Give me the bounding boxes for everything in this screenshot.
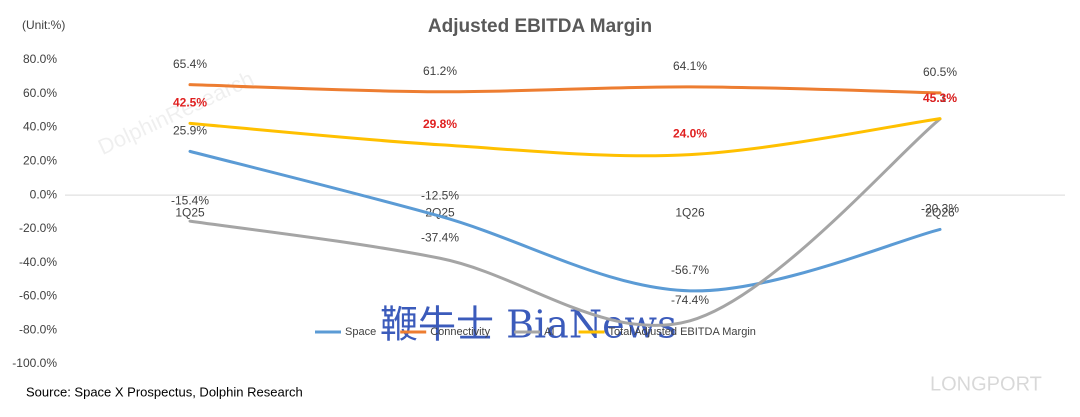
data-label: -56.7% [671,263,709,277]
data-label: -15.4% [171,193,209,207]
y-tick-label: 60.0% [23,86,57,100]
data-label: 64.1% [673,59,707,73]
source: Source: Space X Prospectus, Dolphin Rese… [26,384,303,399]
y-tick-label: 20.0% [23,154,57,168]
x-tick-label: 2Q26 [925,205,955,219]
legend-label: Connectivity [430,326,490,338]
data-label: -20.3% [921,202,959,216]
legend-label: Space [345,326,376,338]
legend-label: AI [544,326,554,338]
y-tick-label: -80.0% [19,322,57,336]
watermark: LONGPORT [930,373,1042,395]
unit-label: (Unit:%) [22,18,65,32]
data-label: 65.4% [173,57,207,71]
y-tick-label: -60.0% [19,289,57,303]
y-tick-label: 80.0% [23,52,57,66]
x-tick-label: 1Q25 [175,205,205,219]
series-line [188,149,942,293]
y-tick-label: -40.0% [19,255,57,269]
data-label: 60.5% [923,65,957,79]
legend-label: Total Adjusted EBITDA Margin [609,326,756,338]
chart-title: Adjusted EBITDA Margin [428,16,652,37]
x-tick-label: 1Q26 [675,205,705,219]
data-label: 45.1% [923,91,957,105]
data-label: -12.5% [421,188,459,202]
series-line [188,83,942,95]
series-line [188,117,942,327]
data-label: 24.0% [673,127,707,141]
data-label: -74.4% [671,293,709,307]
data-label: 45.3% [923,91,957,105]
y-tick-label: 0.0% [30,187,58,201]
data-label: -37.4% [421,230,459,244]
y-tick-label: -100.0% [12,356,57,370]
data-label: 42.5% [173,96,207,110]
series-line [188,117,942,158]
y-tick-label: -20.0% [19,221,57,235]
data-label: 29.8% [423,117,457,131]
x-tick-label: 2Q25 [425,205,455,219]
data-label: 61.2% [423,64,457,78]
y-tick-label: 40.0% [23,120,57,134]
data-label: 25.9% [173,124,207,138]
